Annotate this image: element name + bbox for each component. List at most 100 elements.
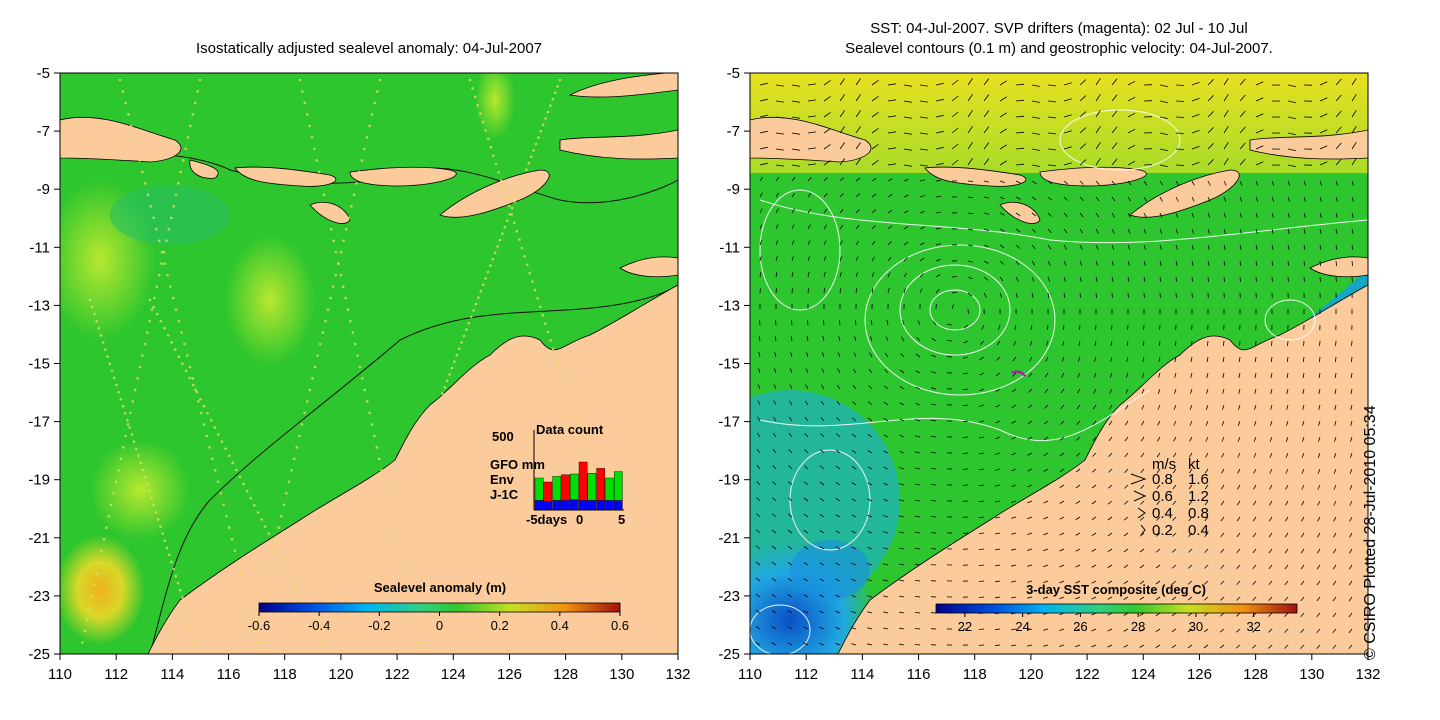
velocity-vector [1156, 516, 1161, 521]
velocity-vector [1143, 228, 1147, 234]
velocity-vector [1075, 484, 1081, 489]
track-dot [155, 227, 158, 231]
velocity-vector [967, 212, 974, 215]
track-dot [360, 159, 364, 162]
velocity-vector [1060, 388, 1065, 394]
track-dot [90, 595, 94, 598]
velocity-vector [787, 626, 793, 630]
track-dot [278, 553, 281, 557]
velocity-vector [871, 288, 874, 294]
velocity-vector [999, 196, 1005, 200]
velocity-vector [1319, 97, 1328, 102]
velocity-vector [1191, 180, 1195, 186]
velocity-vector [1255, 97, 1264, 102]
track-dot [525, 168, 528, 171]
velocity-vector [855, 224, 860, 230]
velocity-vector [819, 497, 825, 502]
velocity-vector [1095, 94, 1101, 102]
plot-credit: © CSIRO Plotted 28-Jul-2010 05:34 [1362, 405, 1379, 660]
velocity-vector [1252, 596, 1257, 601]
track-dot [339, 250, 343, 254]
velocity-vector [1238, 356, 1241, 362]
track-dot [406, 595, 410, 598]
colorbar-tick-label-left: -0.6 [248, 618, 270, 633]
velocity-vector [947, 323, 953, 326]
velocity-vector [1139, 532, 1145, 537]
velocity-vector [1287, 148, 1296, 151]
velocity-vector [775, 116, 784, 119]
track-dot [202, 423, 206, 426]
velocity-vector [787, 529, 793, 534]
velocity-vector [887, 178, 893, 182]
velocity-vector [887, 194, 893, 198]
velocity-vector [1159, 276, 1162, 282]
velocity-vector [1303, 196, 1306, 202]
velocity-vector [1172, 532, 1177, 537]
velocity-vector [1268, 532, 1273, 538]
velocity-vector [1237, 452, 1241, 458]
velocity-vector [915, 435, 921, 438]
velocity-vector [807, 176, 812, 182]
track-dot [172, 567, 175, 571]
velocity-vector [835, 465, 841, 470]
velocity-vector [1031, 180, 1037, 184]
velocity-vector [1047, 180, 1053, 185]
velocity-vector [963, 324, 969, 329]
track-dot [148, 489, 151, 493]
velocity-vector [836, 384, 841, 390]
velocity-vector [774, 336, 777, 342]
velocity-vector [983, 94, 990, 102]
x-tick-label-right: 128 [1243, 666, 1268, 683]
track-dot [85, 618, 89, 621]
velocity-vector [1300, 564, 1305, 570]
velocity-vector [919, 226, 925, 230]
velocity-vector [1043, 468, 1049, 472]
track-dot [289, 574, 292, 578]
velocity-vector [819, 562, 825, 566]
velocity-vector [1011, 596, 1017, 599]
velocity-vector [1332, 564, 1337, 570]
track-dot [132, 440, 136, 443]
velocity-vector [804, 432, 809, 438]
colorbar-tick-label-left: 0.2 [491, 618, 509, 633]
velocity-vector [995, 564, 1001, 567]
velocity-vector [1348, 580, 1353, 586]
velocity-vector [1095, 142, 1101, 150]
velocity-vector [759, 192, 763, 198]
velocity-vector [1303, 260, 1306, 267]
velocity-vector [914, 563, 921, 566]
velocity-vector [915, 451, 921, 454]
velocity-vector [1207, 340, 1209, 347]
velocity-vector [1107, 500, 1113, 505]
track-dot [308, 124, 311, 128]
velocity-vector [1043, 596, 1049, 599]
velocity-vector [1235, 644, 1241, 649]
velocity-vector [1318, 420, 1321, 426]
velocity-vector [1300, 612, 1305, 618]
velocity-vector [1079, 292, 1082, 299]
velocity-vector [1027, 548, 1033, 551]
velocity-vector [999, 292, 1003, 298]
velocity-vector [1207, 276, 1209, 283]
velocity-vector [1206, 388, 1209, 394]
velocity-vector [1047, 84, 1057, 87]
inset-bar-gfo [596, 468, 605, 501]
track-dot [503, 225, 507, 229]
track-dot [264, 583, 267, 587]
velocity-vector [1286, 372, 1289, 378]
velocity-vector [1127, 128, 1136, 134]
velocity-vector [807, 115, 816, 118]
velocity-vector [1175, 196, 1179, 202]
track-dot [143, 342, 147, 346]
track-dot [185, 354, 189, 357]
velocity-vector [1174, 356, 1177, 362]
velocity-vector [839, 319, 841, 326]
velocity-vector [1092, 420, 1097, 426]
velocity-vector [1238, 372, 1241, 378]
velocity-vector [759, 176, 764, 182]
velocity-vector [1174, 372, 1177, 378]
velocity-vector [899, 434, 905, 438]
sealevel-contours [750, 109, 1368, 654]
velocity-vector [1221, 420, 1225, 426]
velocity-vector [759, 98, 768, 102]
